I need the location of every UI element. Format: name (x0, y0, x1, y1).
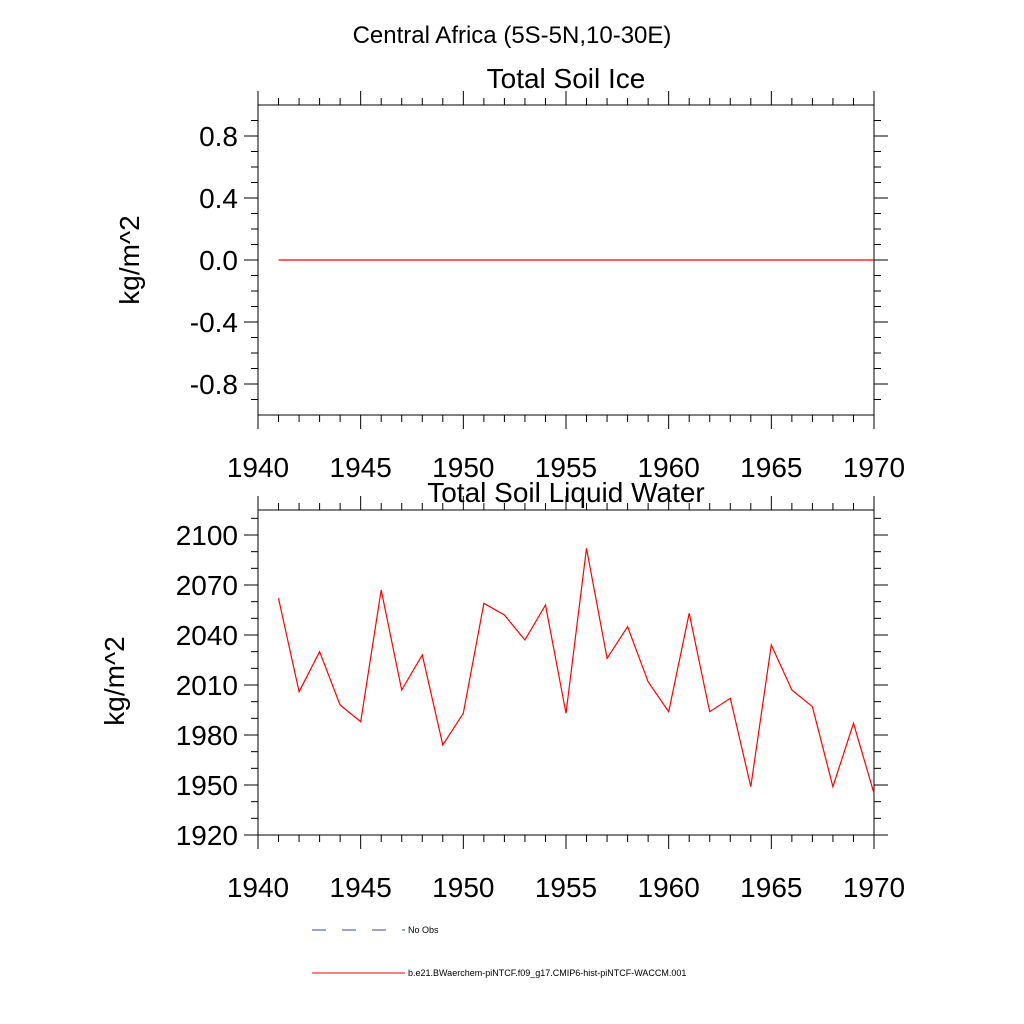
x-tick-label: 1950 (432, 452, 494, 483)
legend-label-model: b.e21.BWaerchem-piNTCF.f09_g17.CMIP6-his… (408, 968, 686, 978)
y-tick-label: 2040 (176, 620, 238, 651)
panel-soil-ice: Total Soil Ice kg/m^2 0.8 0.4 0.0 -0.4 -… (114, 63, 905, 483)
y-tick-label: 1920 (176, 820, 238, 851)
x-tick-labels-soil-liquid-water: 1940 1945 1950 1955 1960 1965 1970 (227, 872, 905, 903)
y-tick-label: 1980 (176, 720, 238, 751)
x-tick-label: 1950 (432, 872, 494, 903)
x-tick-label: 1940 (227, 452, 289, 483)
x-tick-label: 1965 (740, 872, 802, 903)
y-tick-label: 0.0 (199, 245, 238, 276)
y-tick-label: 2010 (176, 670, 238, 701)
x-tick-label: 1945 (330, 872, 392, 903)
y-axis-label-soil-liquid-water: kg/m^2 (99, 636, 130, 725)
y-tick-labels-soil-ice: 0.8 0.4 0.0 -0.4 -0.8 (190, 121, 238, 400)
y-tick-label: 2070 (176, 570, 238, 601)
plot-frame (257, 509, 875, 836)
axes-soil-liquid-water (244, 496, 888, 849)
series-soil-liquid-water (277, 548, 875, 794)
y-tick-label: 0.4 (199, 183, 238, 214)
y-tick-label: -0.4 (190, 307, 238, 338)
panel-title-soil-ice: Total Soil Ice (487, 63, 646, 94)
panel-soil-liquid-water: Total Soil Liquid Water kg/m^2 2100 2070… (99, 477, 905, 903)
x-tick-label: 1965 (740, 452, 802, 483)
y-tick-labels-soil-liquid-water: 2100 2070 2040 2010 1980 1950 1920 (176, 520, 238, 851)
legend-label-no-obs: No Obs (408, 925, 439, 935)
figure-title: Central Africa (5S-5N,10-30E) (353, 22, 672, 49)
x-tick-label: 1945 (330, 452, 392, 483)
legend: No Obs b.e21.BWaerchem-piNTCF.f09_g17.CM… (312, 925, 686, 978)
y-tick-label: 0.8 (199, 121, 238, 152)
series-line (277, 548, 875, 794)
y-tick-label: 1950 (176, 770, 238, 801)
x-tick-labels-soil-ice: 1940 1945 1950 1955 1960 1965 1970 (227, 452, 905, 483)
x-tick-label: 1960 (638, 872, 700, 903)
x-tick-label: 1970 (843, 452, 905, 483)
x-tick-label: 1960 (638, 452, 700, 483)
y-tick-label: -0.8 (190, 369, 238, 400)
y-tick-label: 2100 (176, 520, 238, 551)
x-tick-label: 1970 (843, 872, 905, 903)
x-tick-label: 1940 (227, 872, 289, 903)
y-axis-label-soil-ice: kg/m^2 (114, 215, 145, 304)
x-tick-label: 1955 (535, 452, 597, 483)
x-tick-label: 1955 (535, 872, 597, 903)
